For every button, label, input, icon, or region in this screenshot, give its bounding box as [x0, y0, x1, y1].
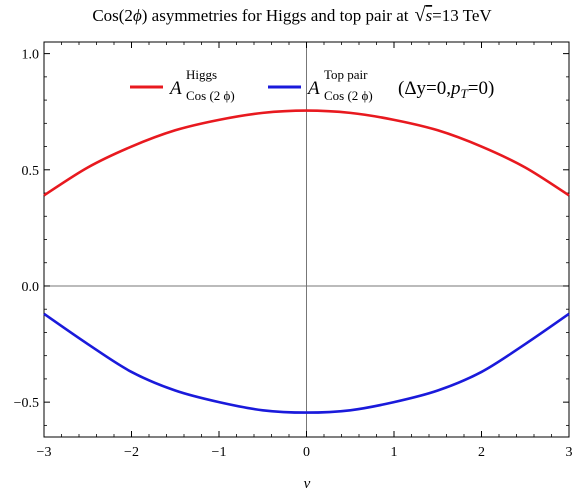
x-tick-label: 2 — [478, 445, 485, 460]
legend-sup-top: Top pair — [324, 67, 368, 82]
y-tick-label: 0.0 — [22, 280, 40, 295]
y-tick-label: −0.5 — [14, 396, 39, 411]
title-s: s — [425, 6, 432, 25]
y-tick-label: 1.0 — [22, 48, 40, 63]
x-axis-label: ν — [304, 476, 311, 492]
x-tick-label: 1 — [391, 445, 398, 460]
legend-label-higgs: A — [168, 78, 182, 99]
legend: A Higgs Cos (2 ϕ) A Top pair Cos (2 ϕ) (… — [130, 67, 494, 103]
x-tick-label: 0 — [303, 445, 310, 460]
plot-axes: −3 −2 −1 0 1 2 3 −0.5 0.0 0.5 1.0 — [14, 41, 573, 460]
x-tick-label: −2 — [124, 445, 139, 460]
title-prefix: Cos(2 — [92, 6, 133, 25]
legend-label-top: A — [306, 78, 320, 99]
top-pair-curve — [43, 312, 570, 414]
title-phi: ϕ — [133, 6, 142, 25]
x-tick-label: −3 — [37, 445, 52, 460]
title-sqrt: √ — [415, 4, 426, 26]
legend-sub-top: Cos (2 ϕ) — [324, 88, 373, 103]
higgs-curve — [43, 109, 570, 197]
x-tick-label: −1 — [212, 445, 227, 460]
chart-title: Cos(2ϕ) asymmetries for Higgs and top pa… — [92, 4, 492, 26]
x-tick-label: 3 — [566, 445, 573, 460]
legend-sub-higgs: Cos (2 ϕ) — [186, 88, 235, 103]
plot-curves — [43, 109, 570, 414]
y-tick-label: 0.5 — [22, 164, 40, 179]
legend-sup-higgs: Higgs — [186, 67, 217, 82]
title-equals: =13 TeV — [432, 6, 492, 25]
title-middle: ) asymmetries for Higgs and top pair at — [142, 6, 409, 25]
legend-tail-top: (Δy=0,pT=0) — [398, 78, 494, 101]
